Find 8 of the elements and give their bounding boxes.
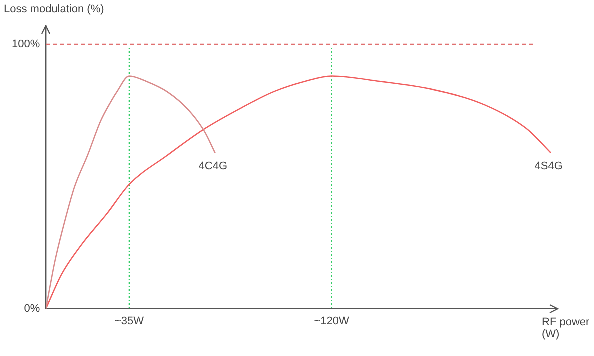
y-axis-title: Loss modulation (%) <box>4 4 104 16</box>
x-axis-title: RF power (W) <box>542 316 590 340</box>
y-tick-label: 100% <box>12 38 40 51</box>
series-label: 4S4G <box>534 160 563 172</box>
series-label: 4C4G <box>198 160 228 172</box>
x-tick-label: ~35W <box>114 315 145 328</box>
y-tick-label: 0% <box>24 302 40 315</box>
x-tick-label: ~120W <box>314 315 350 328</box>
